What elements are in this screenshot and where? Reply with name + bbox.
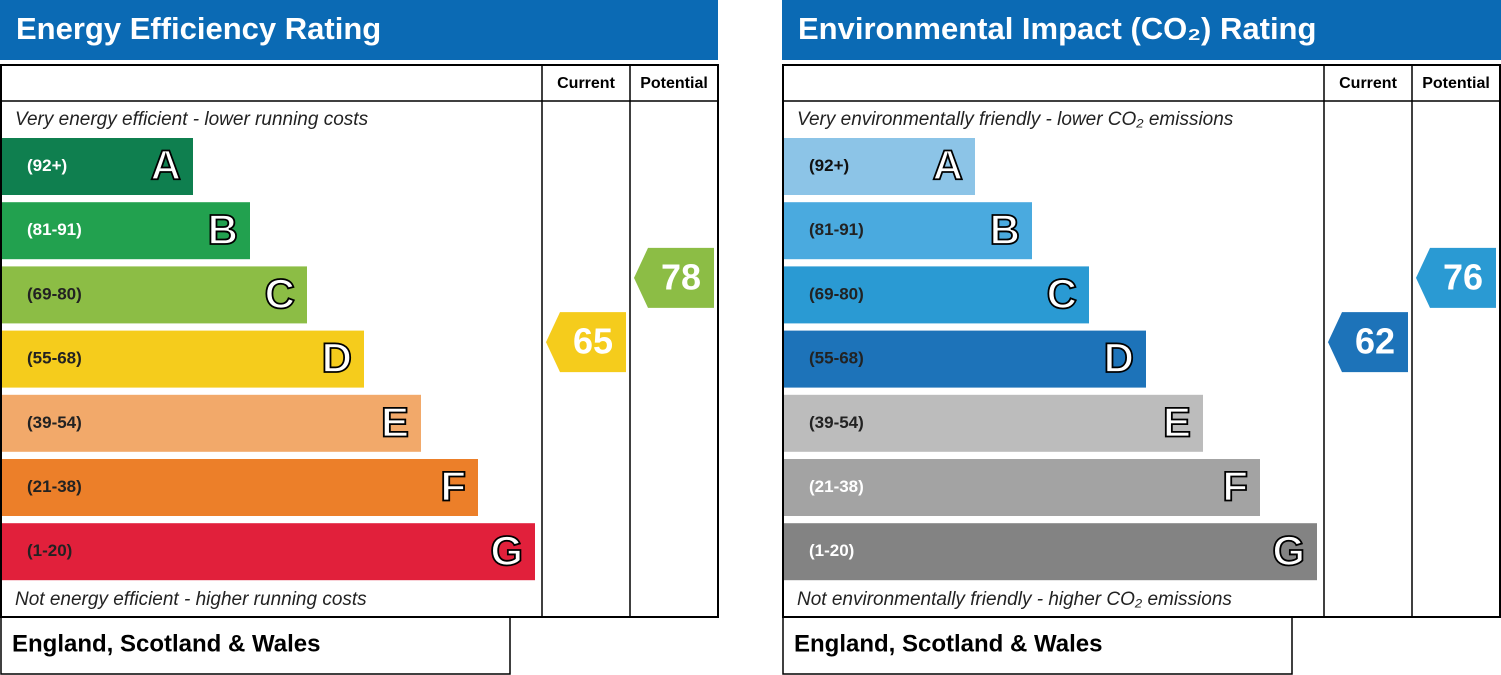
title-bar	[782, 0, 1501, 60]
top-label: Very environmentally friendly - lower CO…	[797, 109, 1234, 130]
band-range: (81-91)	[809, 220, 864, 239]
band-letter: E	[1163, 398, 1191, 445]
band-range: (1-20)	[809, 541, 854, 560]
band-letter: C	[1047, 270, 1077, 317]
footer-box	[0, 616, 511, 675]
rating-value: 78	[661, 256, 701, 297]
rating-arrow	[634, 247, 714, 308]
footer: England, Scotland & Wales	[794, 630, 1102, 657]
band-letter: D	[322, 334, 352, 381]
column-header: Potential	[640, 75, 708, 92]
rating-band	[784, 138, 975, 195]
band-range: (21-38)	[27, 477, 82, 496]
band-range: (55-68)	[27, 349, 82, 368]
band-range: (81-91)	[27, 220, 82, 239]
rating-band	[784, 523, 1317, 581]
bottom-label: Not environmentally friendly - higher CO…	[797, 589, 1232, 610]
band-range: (39-54)	[809, 413, 864, 432]
rating-value: 62	[1355, 321, 1395, 362]
band-letter: A	[933, 142, 963, 189]
band-letter: G	[490, 527, 523, 574]
rating-band	[2, 394, 421, 452]
chart-title: Environmental Impact (CO₂) Rating	[798, 11, 1316, 46]
band-letter: B	[208, 206, 238, 253]
band-letter: F	[440, 463, 466, 510]
rating-band	[2, 266, 307, 324]
title-bar	[0, 0, 718, 60]
band-range: (55-68)	[809, 349, 864, 368]
band-letter: A	[151, 142, 181, 189]
band-range: (39-54)	[27, 413, 82, 432]
band-range: (1-20)	[27, 541, 72, 560]
rating-band	[784, 394, 1203, 452]
rating-arrow	[1416, 247, 1496, 308]
band-letter: C	[265, 270, 295, 317]
rating-band	[2, 459, 478, 516]
rating-band	[784, 202, 1032, 260]
rating-arrow	[546, 312, 626, 373]
band-range: (21-38)	[809, 477, 864, 496]
band-range: (92+)	[27, 156, 67, 175]
rating-band	[2, 523, 535, 581]
rating-value: 76	[1443, 256, 1483, 297]
band-letter: G	[1272, 527, 1305, 574]
rating-band	[2, 202, 250, 260]
band-letter: B	[990, 206, 1020, 253]
band-range: (69-80)	[27, 284, 82, 303]
chart-title: Energy Efficiency Rating	[16, 11, 381, 46]
band-range: (69-80)	[809, 284, 864, 303]
band-letter: E	[381, 398, 409, 445]
footer-box	[782, 616, 1293, 675]
column-header: Potential	[1422, 75, 1490, 92]
band-range: (92+)	[809, 156, 849, 175]
bottom-label: Not energy efficient - higher running co…	[15, 589, 367, 610]
column-header: Current	[557, 75, 615, 92]
rating-band	[2, 138, 193, 195]
band-letter: F	[1222, 463, 1248, 510]
band-letter: D	[1104, 334, 1134, 381]
rating-arrow	[1328, 312, 1408, 373]
rating-band	[784, 459, 1260, 516]
rating-value: 65	[573, 321, 613, 362]
rating-band	[784, 330, 1146, 388]
column-header: Current	[1339, 75, 1397, 92]
footer: England, Scotland & Wales	[12, 630, 320, 657]
top-label: Very energy efficient - lower running co…	[15, 109, 369, 130]
rating-band	[2, 330, 364, 388]
rating-band	[784, 266, 1089, 324]
